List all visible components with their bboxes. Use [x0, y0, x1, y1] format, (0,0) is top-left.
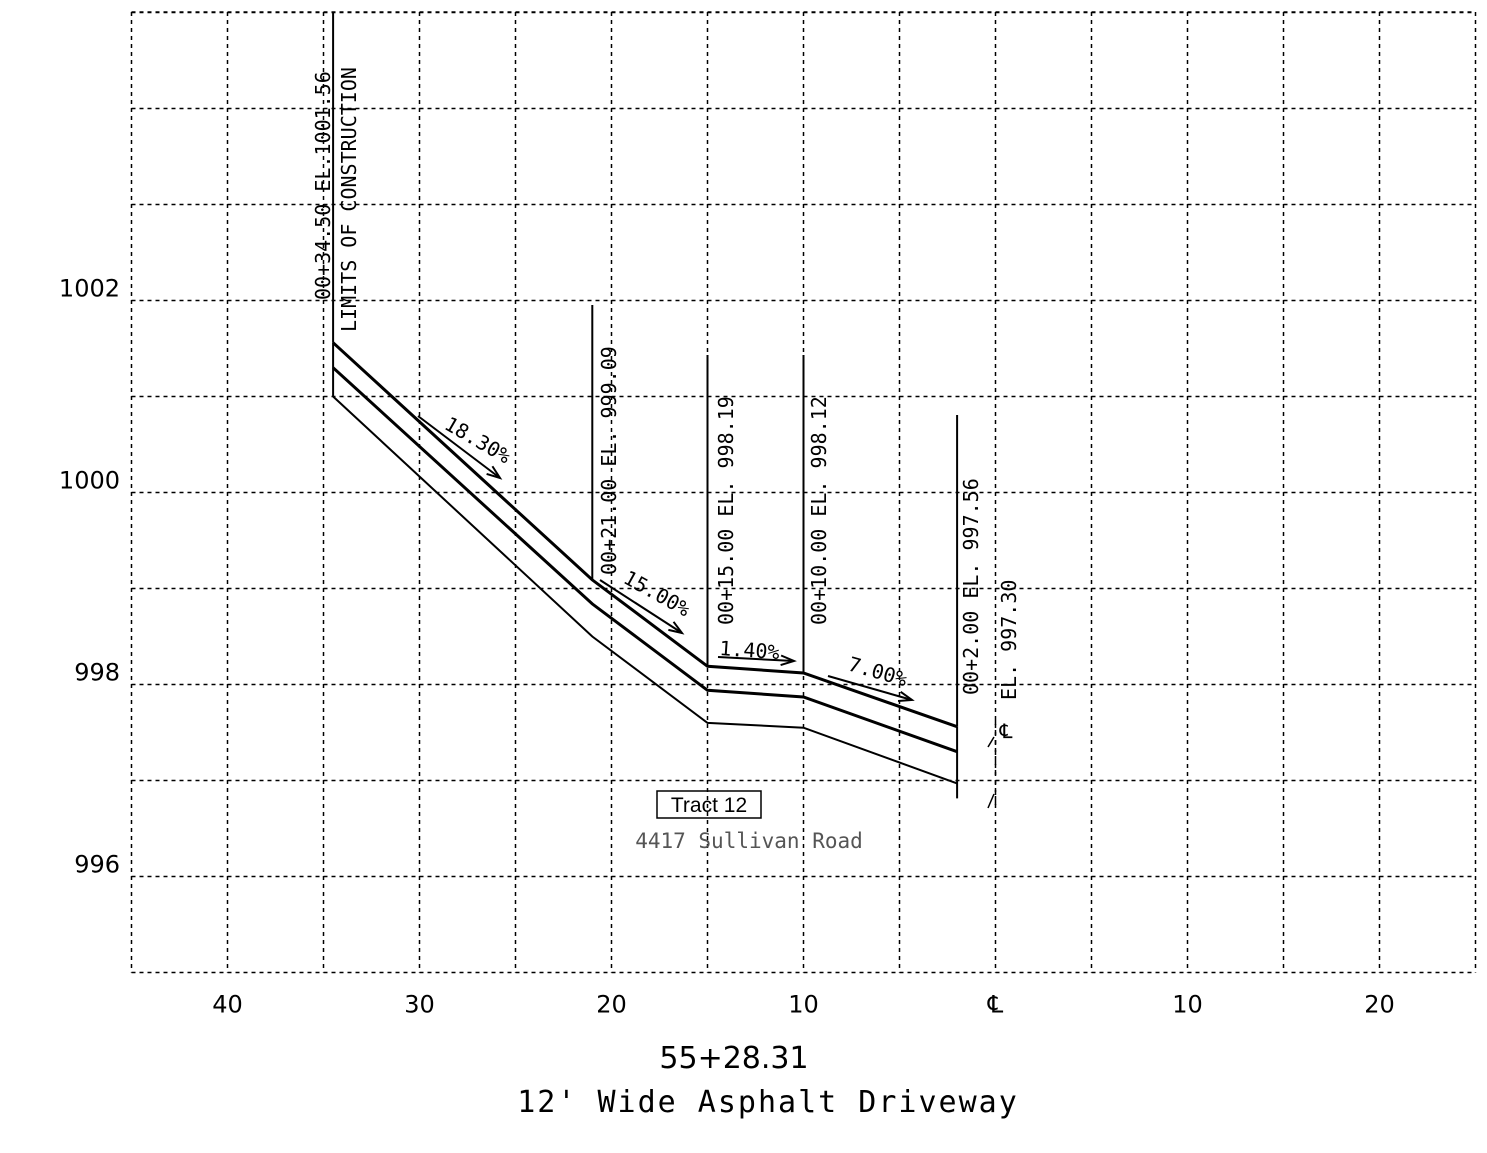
- x-tick-label: 40: [212, 991, 243, 1019]
- drawing-subtitle: 12' Wide Asphalt Driveway: [517, 1085, 1019, 1120]
- grid: [130, 11, 1477, 974]
- slope-arrowhead: [486, 465, 503, 480]
- y-tick-label: 1002: [59, 275, 120, 303]
- x-tick-label: 10: [788, 991, 819, 1019]
- slope-arrowhead: [668, 621, 685, 635]
- x-tick-label: 30: [404, 991, 435, 1019]
- station-callouts: 00+34.50 EL.1001.56 LIMITS OF CONSTRUCTIO…: [311, 12, 1021, 743]
- x-tick-label: ℄: [987, 991, 1004, 1019]
- x-tick-label: 10: [1172, 991, 1203, 1019]
- slope-arrow: [827, 675, 913, 701]
- surface-line: [332, 341, 958, 729]
- x-tick-label: 20: [1364, 991, 1395, 1019]
- station-label: 00+34.50 EL.1001.56: [311, 71, 335, 300]
- tract-box: [656, 790, 762, 819]
- slope-arrow: [417, 415, 501, 479]
- centerline-symbol: ℄: [999, 719, 1013, 743]
- slope-label: 15.00%: [620, 565, 695, 621]
- station-title: 55+28.31: [659, 1041, 808, 1076]
- limits-note: LIMITS OF CONSTRUCTION: [337, 67, 361, 332]
- driveway-profile: [332, 341, 997, 810]
- y-tick-label: 1000: [59, 467, 120, 495]
- slope-arrow: [599, 579, 683, 634]
- slope-label: 7.00%: [846, 652, 911, 692]
- station-label: 00+15.00 EL. 998.19: [714, 396, 738, 625]
- y-tick-label: 996: [74, 851, 120, 879]
- subbase-line: [332, 395, 958, 785]
- station-label: 00+10.00 EL. 998.12: [807, 396, 831, 625]
- y-tick-label: 998: [74, 659, 120, 687]
- tract-address: 4417 Sullivan Road: [635, 829, 863, 853]
- base-line: [332, 366, 958, 754]
- station-label: EL. 997.30: [997, 580, 1021, 700]
- slope-label: 18.30%: [441, 412, 516, 469]
- x-tick-label: 20: [596, 991, 627, 1019]
- station-label: 00+21.00 EL. 999.09: [597, 346, 621, 575]
- shoulder-tick: [987, 793, 995, 809]
- station-label: 00+2.00 EL. 997.56: [959, 478, 983, 695]
- slope-arrow: [717, 656, 795, 662]
- slope-arrowhead: [780, 654, 797, 667]
- shoulder-tick: [987, 736, 995, 748]
- slope-arrowhead: [897, 690, 915, 703]
- axes: 40 30 20 10 ℄ 10 20 1002 1000 998 996: [59, 275, 1395, 1019]
- tract-name: Tract 12: [671, 794, 747, 817]
